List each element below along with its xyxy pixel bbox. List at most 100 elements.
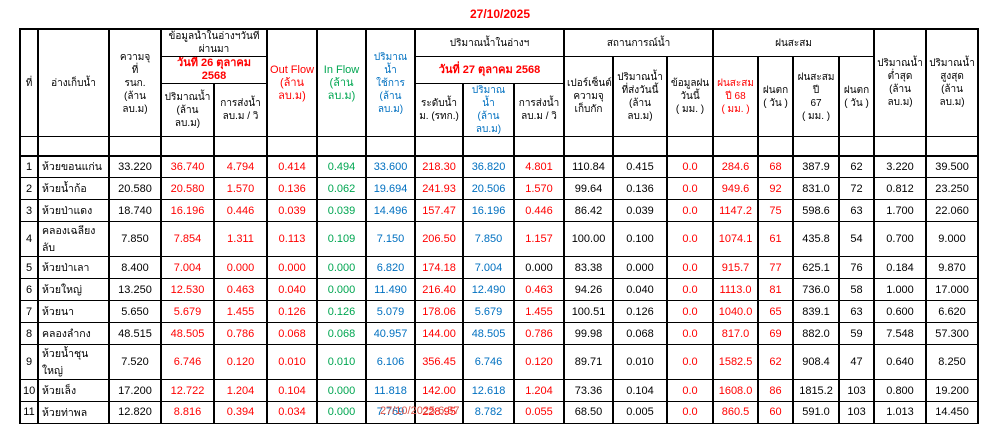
cell-capacity_rnk: 17.200 [108,379,162,402]
cell-rain_accum_68: 949.6 [712,177,760,200]
cell-rain_days_68: 65 [757,300,795,323]
spacer-cell [19,136,39,157]
header-discharge-27-oct: การส่งน้ำ ลบ.ม / วิ [513,83,566,137]
cell-outflow: 0.126 [266,300,319,323]
cell-rain_days_68: 69 [757,322,795,345]
spacer-cell [838,136,876,157]
cell-reservoir: ห้วยนา [37,300,110,323]
cell-pct_capacity: 73.36 [563,379,615,402]
cell-rain_today: 0.0 [666,199,715,222]
cell-discharge_27oct: 4.801 [513,155,566,178]
cell-max_vol: 22.060 [925,199,980,222]
cell-rain_accum_67: 435.8 [792,221,841,257]
spacer-cell [925,136,980,157]
cell-discharge_27oct: 1.455 [513,300,566,323]
cell-min_vol: 1.700 [873,199,928,222]
cell-max_vol: 14.450 [925,401,980,424]
cell-rain_days_68: 77 [757,256,795,279]
cell-outflow: 0.034 [266,401,319,424]
cell-rain_days_67: 72 [838,177,876,200]
spacer-cell [612,136,669,157]
cell-outflow: 0.414 [266,155,319,178]
cell-rain_days_67: 103 [838,401,876,424]
header-rain-accum-67: ฝนสะสม ปี 67 ( มม. ) [792,56,841,137]
cell-reservoir: ห้วยใหญ่ [37,278,110,301]
cell-discharge_27oct: 0.446 [513,199,566,222]
cell-discharge_26oct: 0.394 [212,401,269,424]
cell-discharge_27oct: 1.570 [513,177,566,200]
cell-no: 6 [19,278,39,301]
cell-capacity_rnk: 13.250 [108,278,162,301]
cell-inflow: 0.039 [316,199,368,222]
cell-rain_days_67: 103 [838,379,876,402]
cell-rain_days_68: 86 [757,379,795,402]
cell-capacity_rnk: 18.740 [108,199,162,222]
cell-rain_days_68: 75 [757,199,795,222]
spacer-row [19,136,980,157]
cell-min_vol: 0.600 [873,300,928,323]
cell-usable_vol: 5.079 [365,300,417,323]
cell-rain_accum_67: 736.0 [792,278,841,301]
table-body: 1 ห้วยขอนแก่น 33.220 36.740 4.794 0.414 0.494 3… [19,136,980,424]
cell-capacity_rnk: 12.820 [108,401,162,424]
cell-no: 4 [19,221,39,257]
cell-vol_26oct: 7.004 [160,256,215,279]
cell-level_27oct: 241.93 [414,177,465,200]
cell-discharge_26oct: 1.455 [212,300,269,323]
header-rain-days-67: ฝนตก ( วัน ) [838,56,876,137]
cell-inflow: 0.000 [316,256,368,279]
cell-pct_capacity: 110.84 [563,155,615,178]
cell-vol_27oct: 7.850 [462,221,516,257]
cell-rain_accum_67: 591.0 [792,401,841,424]
cell-max_vol: 6.620 [925,300,980,323]
cell-rain_accum_68: 1040.0 [712,300,760,323]
cell-rain_days_68: 62 [757,344,795,380]
header-group-previous-day: ข้อมูลน้ำในอ่างฯวันที่ผ่านมา [159,28,269,57]
cell-usable_vol: 19.694 [365,177,417,200]
cell-rain_accum_68: 284.6 [712,155,760,178]
cell-vol_27oct: 7.004 [462,256,516,279]
cell-sent_today: 0.040 [612,278,669,301]
cell-usable_vol: 14.496 [365,199,417,222]
reservoir-row-6: 6 ห้วยใหญ่ 13.250 12.530 0.463 0.040 0.000 11.4… [19,278,980,301]
header-group-today: ปริมาณน้ำในอ่างฯ [414,28,566,57]
cell-rain_accum_67: 1815.2 [792,379,841,402]
header-percent-capacity: เปอร์เซ็นต์ ความจุ เก็บกัก [563,56,615,137]
cell-discharge_26oct: 1.204 [212,379,269,402]
cell-capacity_rnk: 48.515 [108,322,162,345]
cell-reservoir: ห้วยขอนแก่น [37,155,110,178]
spacer-cell [792,136,841,157]
header-min-volume: ปริมาณน้ำ ต่ำสุด (ล้าน ลบ.ม) [873,28,928,137]
cell-level_27oct: 218.30 [414,155,465,178]
cell-rain_days_67: 62 [838,155,876,178]
cell-discharge_26oct: 0.786 [212,322,269,345]
reservoir-table: ที่ อ่างเก็บน้ำ ความจุ ที่ รนก. (ล้าน ลบ… [19,28,980,424]
cell-vol_27oct: 8.782 [462,401,516,424]
header-usable-volume: ปริมาณน้ำ ใช้การ (ล้าน ลบ.ม) [365,28,417,137]
cell-pct_capacity: 100.51 [563,300,615,323]
cell-no: 10 [19,379,39,402]
header-inflow: In Flow (ล้าน ลบ.ม) [316,28,368,137]
cell-rain_accum_68: 1113.0 [712,278,760,301]
cell-outflow: 0.068 [266,322,319,345]
header-no: ที่ [19,28,39,137]
cell-vol_27oct: 16.196 [462,199,516,222]
spacer-cell [266,136,319,157]
header-group-rain-accum: ฝนสะสม [712,28,876,57]
cell-rain_days_67: 54 [838,221,876,257]
table-header: ที่ อ่างเก็บน้ำ ความจุ ที่ รนก. (ล้าน ลบ… [19,28,980,137]
cell-min_vol: 0.800 [873,379,928,402]
cell-max_vol: 39.500 [925,155,980,178]
cell-sent_today: 0.415 [612,155,669,178]
cell-sent_today: 0.010 [612,344,669,380]
header-rain-today: ข้อมูลฝน วันนี้ ( มม. ) [666,56,715,137]
cell-discharge_26oct: 0.463 [212,278,269,301]
cell-inflow: 0.010 [316,344,368,380]
cell-vol_26oct: 20.580 [160,177,215,200]
reservoir-row-3: 3 ห้วยป่าแดง 18.740 16.196 0.446 0.039 0.039 14… [19,199,980,222]
cell-discharge_26oct: 1.311 [212,221,269,257]
cell-rain_today: 0.0 [666,344,715,380]
cell-rain_today: 0.0 [666,256,715,279]
cell-rain_today: 0.0 [666,379,715,402]
cell-usable_vol: 11.818 [365,379,417,402]
